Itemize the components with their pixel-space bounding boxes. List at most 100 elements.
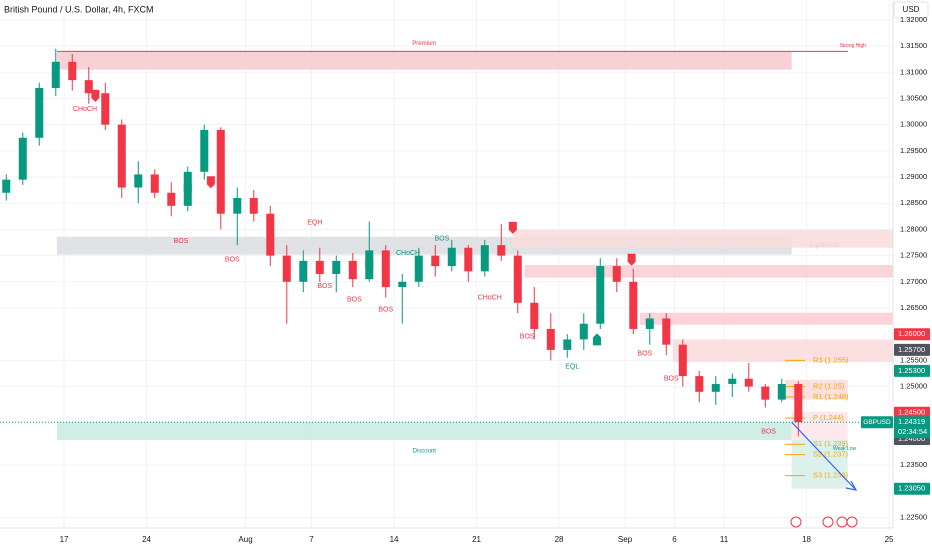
candle-body bbox=[51, 61, 60, 88]
candle-body bbox=[728, 378, 737, 384]
annotation: BOS bbox=[664, 376, 679, 383]
y-tick-label: 1.25500 bbox=[900, 355, 927, 364]
candle-body bbox=[612, 266, 621, 282]
pivot-label: S3 (1.233) bbox=[813, 471, 849, 480]
candle-body bbox=[398, 281, 407, 288]
candle-body bbox=[216, 129, 225, 214]
zone bbox=[639, 312, 893, 325]
pivot-label: P (1.244) bbox=[813, 413, 844, 422]
zone bbox=[56, 421, 792, 440]
y-tick-label: 1.25000 bbox=[900, 382, 927, 391]
candle-body bbox=[117, 124, 126, 188]
zone bbox=[56, 51, 792, 70]
price-label: 1.23050 bbox=[898, 484, 925, 493]
y-tick-label: 1.28000 bbox=[900, 224, 927, 233]
annotation: BOS bbox=[637, 350, 652, 357]
annotation: Strong High bbox=[840, 43, 867, 49]
event-icon bbox=[790, 516, 802, 528]
candle-body bbox=[200, 129, 209, 172]
x-tick-label: 11 bbox=[720, 535, 729, 544]
projection-arrowhead bbox=[845, 480, 858, 491]
annotation: BOS bbox=[520, 334, 535, 341]
candle-body bbox=[414, 255, 423, 282]
candle-body bbox=[464, 247, 473, 272]
candle-body bbox=[266, 213, 275, 256]
zone bbox=[524, 265, 893, 278]
pivot-label: R1 (1.248) bbox=[813, 392, 849, 401]
price-label: 1.25700 bbox=[898, 345, 925, 354]
price-label: 1.24000 bbox=[898, 434, 925, 443]
pivot-label: S2 (1.237) bbox=[813, 450, 849, 459]
annotation: CHoCH bbox=[73, 106, 97, 113]
candle-body bbox=[18, 137, 27, 180]
y-tick-label: 1.29000 bbox=[900, 172, 927, 181]
x-tick-label: 28 bbox=[555, 535, 564, 544]
candle-body bbox=[150, 174, 159, 193]
last-price-label: 1.24319 bbox=[898, 417, 925, 426]
candle-body bbox=[68, 61, 77, 81]
symbol-box bbox=[861, 416, 893, 429]
plot-area: PremiumEquilibriumDiscountR3 (1.255)R2 (… bbox=[0, 0, 893, 528]
candle-body bbox=[579, 323, 588, 340]
candle-body bbox=[777, 383, 786, 400]
candle-body bbox=[101, 93, 110, 125]
x-tick-label: 7 bbox=[309, 535, 314, 544]
signal-marker bbox=[508, 221, 517, 234]
price-label-box bbox=[894, 364, 930, 377]
candle-body bbox=[249, 198, 258, 214]
candle-body bbox=[480, 245, 489, 272]
zone bbox=[791, 440, 848, 489]
signal-marker bbox=[627, 253, 636, 266]
candle-body bbox=[299, 260, 308, 282]
annotation: BOS bbox=[434, 236, 449, 243]
annotation: BOS bbox=[225, 257, 240, 264]
signal-marker bbox=[183, 179, 192, 192]
candle-body bbox=[695, 376, 704, 392]
candle-body bbox=[381, 250, 390, 288]
candle-body bbox=[233, 198, 242, 214]
x-tick-label: 24 bbox=[142, 535, 151, 544]
x-tick-label: 18 bbox=[802, 535, 811, 544]
annotation: BOS bbox=[347, 296, 362, 303]
annotation: BOS bbox=[174, 238, 189, 245]
annotation: CHoCH bbox=[396, 250, 420, 257]
y-tick-label: 1.31500 bbox=[900, 41, 927, 50]
annotation: BOS bbox=[317, 283, 332, 290]
candle-body bbox=[35, 88, 44, 138]
candle-body bbox=[84, 80, 93, 94]
candle-body bbox=[134, 174, 143, 188]
candle-body bbox=[332, 260, 341, 274]
candle-body bbox=[431, 255, 440, 267]
price-label: 1.25300 bbox=[898, 366, 925, 375]
currency-button[interactable] bbox=[893, 1, 929, 19]
candle-body bbox=[563, 339, 572, 350]
price-label-box bbox=[894, 482, 930, 495]
symbol-label: GBPUSD bbox=[863, 419, 891, 426]
x-tick-label: 17 bbox=[60, 535, 69, 544]
candle-body bbox=[794, 383, 803, 423]
y-tick-label: 1.32000 bbox=[900, 15, 927, 24]
price-label-box bbox=[894, 343, 930, 356]
price-label: 1.26000 bbox=[898, 329, 925, 338]
candle-body bbox=[546, 328, 555, 350]
candle-body bbox=[744, 378, 753, 387]
annotation: EQH bbox=[307, 219, 322, 226]
annotation: BOS bbox=[378, 306, 393, 313]
chart-title: British Pound / U.S. Dollar, 4h, FXCM bbox=[4, 4, 154, 14]
x-tick-label: 6 bbox=[672, 535, 677, 544]
zone bbox=[512, 229, 893, 248]
pivot-label: R2 (1.25) bbox=[813, 382, 845, 391]
y-tick-label: 1.27000 bbox=[900, 277, 927, 286]
y-tick-label: 1.23500 bbox=[900, 460, 927, 469]
currency[interactable]: USD bbox=[903, 5, 920, 14]
pivot-label: R3 (1.255) bbox=[813, 355, 849, 364]
candle-body bbox=[167, 192, 176, 206]
annotation: Weak Low bbox=[833, 446, 857, 452]
annotation: EQL bbox=[565, 364, 579, 371]
last-price-box bbox=[894, 416, 930, 439]
candle-body bbox=[282, 255, 291, 282]
x-tick-label: Sep bbox=[618, 535, 633, 544]
candle-body bbox=[711, 383, 720, 392]
candle-body bbox=[629, 281, 638, 329]
